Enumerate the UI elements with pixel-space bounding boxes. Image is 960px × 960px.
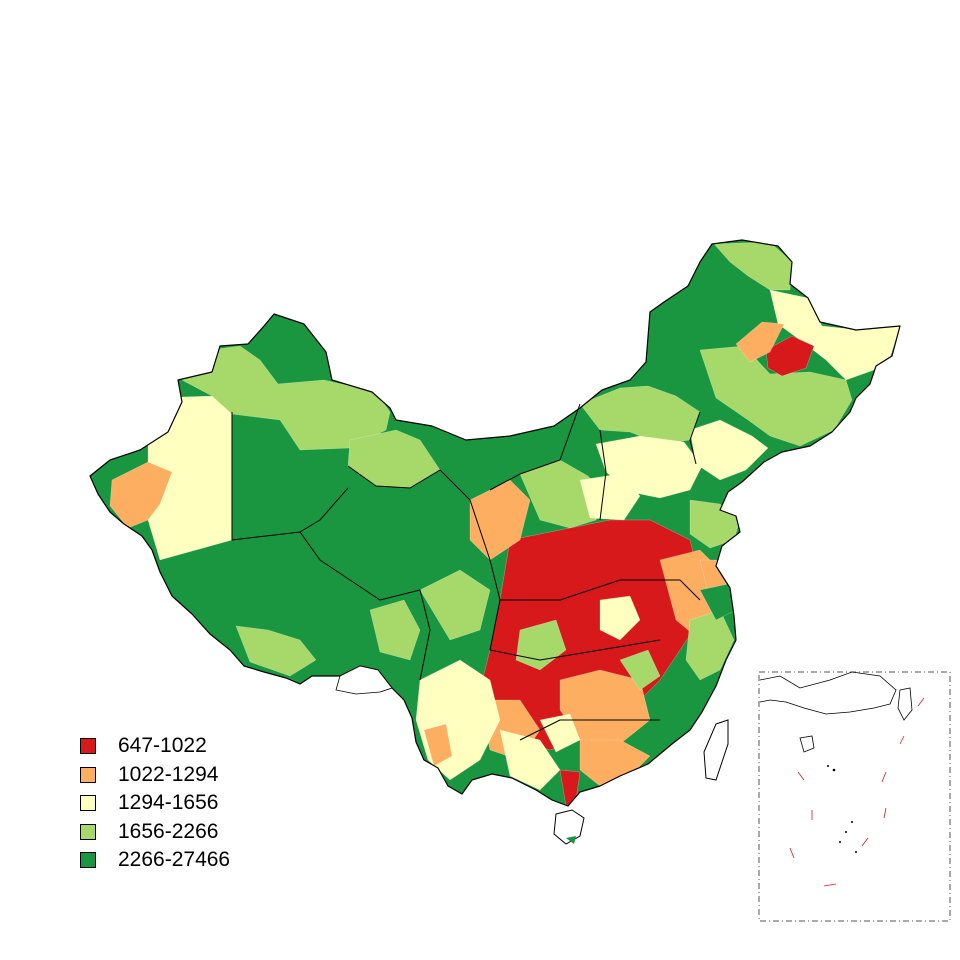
region-yunnan-orange [423,723,453,767]
region-north-xinjiang-light [181,345,391,451]
legend-swatch [80,823,96,840]
legend-label: 1294-1656 [118,791,219,815]
region-central-orange-north [469,479,531,561]
legend-swatch [80,738,96,755]
legend-label: 2266-27466 [118,848,231,872]
hainan-fill [566,836,576,844]
legend-item: 1022-1294 [80,761,230,790]
region-central-pale-2 [599,595,641,641]
south-china-sea-inset [758,671,951,922]
region-harbin-red [765,335,815,377]
legend-swatch [80,766,96,783]
legend-label: 647-1022 [118,734,207,758]
region-qiqihar-orange [735,321,785,363]
legend-item: 1656-2266 [80,818,230,847]
legend-label: 1656-2266 [118,819,219,843]
region-jilin-light [699,345,853,447]
china-outline [89,239,901,807]
legend-item: 2266-27466 [80,846,230,875]
legend: 647-1022 1022-1294 1294-1656 1656-2266 2… [80,732,230,875]
hainan-island [553,809,585,845]
southern-tibet-area [335,665,393,695]
legend-item: 647-1022 [80,732,230,761]
region-central-orange-south [559,669,651,745]
legend-item: 1294-1656 [80,789,230,818]
region-kashgar-orange [109,461,173,529]
region-sichuan-west-light [419,569,491,641]
region-south-tibet-light [235,625,317,677]
region-guangxi-pale [499,729,561,791]
region-central-pale-1 [579,473,641,521]
legend-label: 1022-1294 [118,762,219,786]
region-tibet-east-light [369,599,421,661]
legend-swatch [80,795,96,812]
legend-swatch [80,852,96,869]
region-central-light-2 [619,649,661,691]
taiwan-island [703,719,729,781]
